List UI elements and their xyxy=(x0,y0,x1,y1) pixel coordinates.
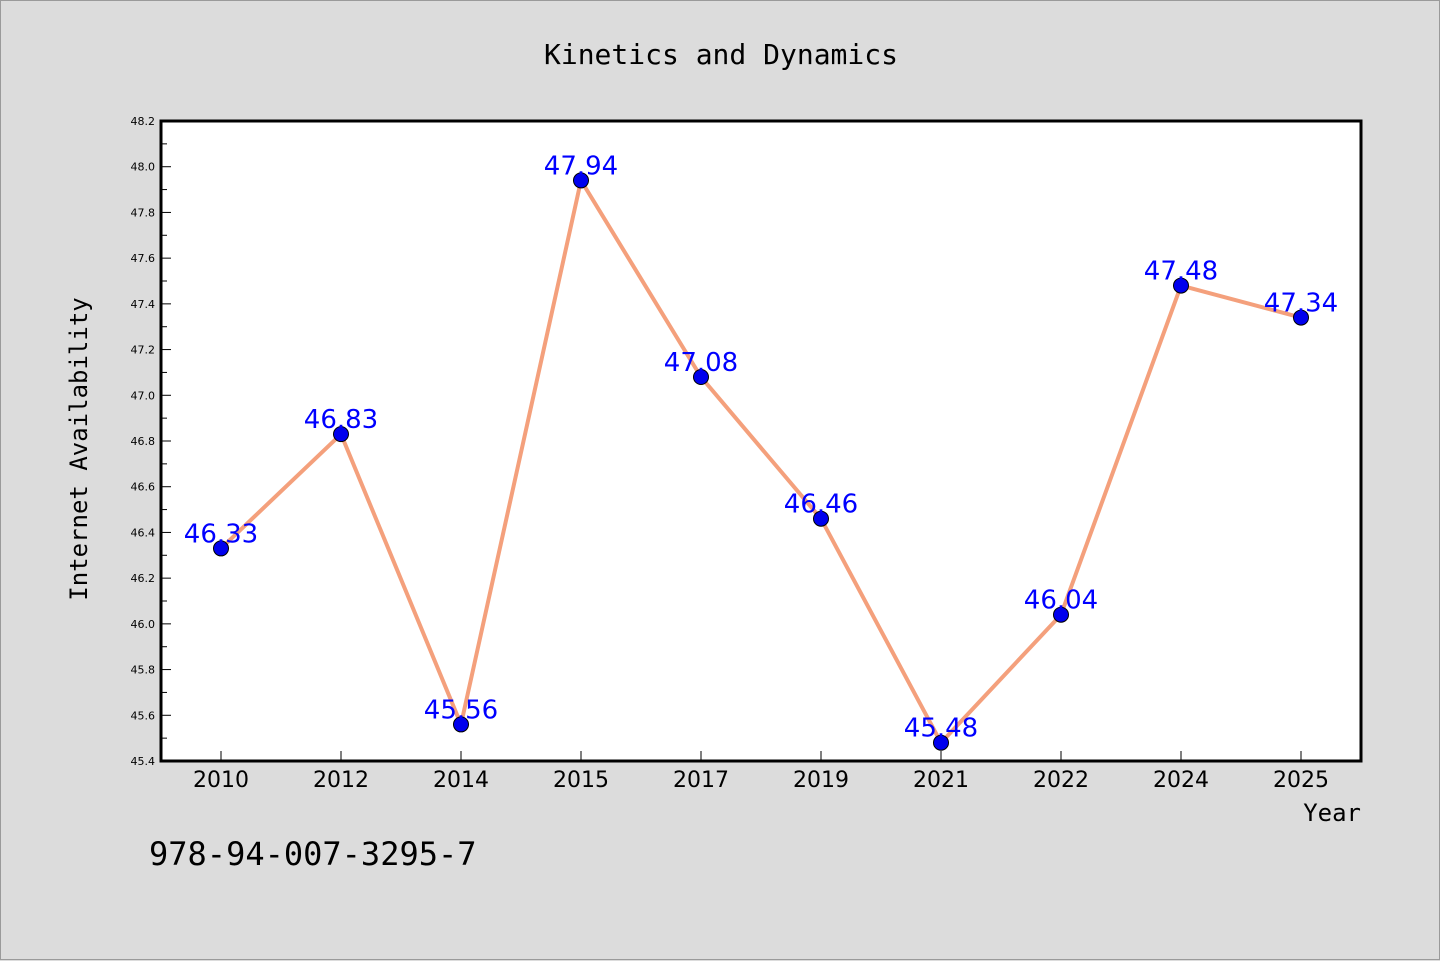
x-axis: 2010 2012 2014 2015 2017 2019 2021 2022 2024 2025 xyxy=(193,751,1329,793)
y-axis: 45.4 45.6 45.8 46.0 46.2 46.4 46.6 46.8 47.0 47.2… xyxy=(131,115,171,768)
data-label: 46.46 xyxy=(784,490,858,520)
y-axis-label: Internet Availability xyxy=(65,297,93,600)
data-point xyxy=(933,734,949,751)
data-label: 46.83 xyxy=(304,405,378,435)
y-tick-label: 47.2 xyxy=(131,344,156,357)
series-polyline xyxy=(219,178,1302,745)
y-tick-label: 48.0 xyxy=(131,161,156,174)
data-label: 46.04 xyxy=(1024,586,1098,616)
data-point xyxy=(1053,606,1069,623)
x-tick-label: 2025 xyxy=(1273,768,1329,793)
data-label: 45.48 xyxy=(904,714,978,744)
y-tick-label: 45.6 xyxy=(131,709,156,722)
y-tick-label: 47.4 xyxy=(131,298,156,311)
data-label: 47.08 xyxy=(664,348,738,378)
y-tick-label: 46.0 xyxy=(131,618,156,631)
x-axis-label: Year xyxy=(1303,799,1361,827)
data-label: 47.48 xyxy=(1144,257,1218,287)
data-point xyxy=(1173,277,1189,294)
series-line: 46.33 46.83 45.56 47.94 47.08 46.46 45.48 46.04… xyxy=(184,151,1338,751)
x-tick-label: 2024 xyxy=(1153,768,1209,793)
data-point xyxy=(573,172,589,189)
data-label: 46.33 xyxy=(184,519,258,549)
y-tick-label: 47.6 xyxy=(131,252,156,265)
data-label: 47.94 xyxy=(544,151,618,181)
x-tick-label: 2022 xyxy=(1033,768,1089,793)
y-tick-label: 46.4 xyxy=(131,526,156,539)
x-tick-label: 2015 xyxy=(553,768,609,793)
x-tick-label: 2010 xyxy=(193,768,249,793)
y-tick-label: 46.6 xyxy=(131,481,156,494)
data-label: 45.56 xyxy=(424,695,498,725)
data-point xyxy=(813,510,829,527)
plot-area xyxy=(159,119,1363,763)
y-tick-label: 45.8 xyxy=(131,664,156,677)
data-point xyxy=(213,540,229,557)
isbn-annotation: 978-94-007-3295-7 xyxy=(149,835,477,873)
chart-title: Kinetics and Dynamics xyxy=(544,38,898,71)
data-point xyxy=(453,716,469,733)
y-tick-label: 48.2 xyxy=(131,115,156,128)
y-tick-label: 45.4 xyxy=(131,755,156,768)
y-tick-label: 46.8 xyxy=(131,435,156,448)
x-tick-label: 2019 xyxy=(793,768,849,793)
x-tick-label: 2017 xyxy=(673,768,729,793)
data-point xyxy=(333,426,349,443)
data-point xyxy=(693,369,709,385)
data-point xyxy=(1293,309,1309,326)
x-tick-label: 2014 xyxy=(433,768,489,793)
x-tick-label: 2021 xyxy=(913,768,969,793)
y-tick-label: 47.8 xyxy=(131,206,156,219)
y-tick-label: 47.0 xyxy=(131,389,156,402)
x-tick-label: 2012 xyxy=(313,768,369,793)
data-label: 47.34 xyxy=(1264,289,1338,319)
y-tick-label: 46.2 xyxy=(131,572,156,585)
